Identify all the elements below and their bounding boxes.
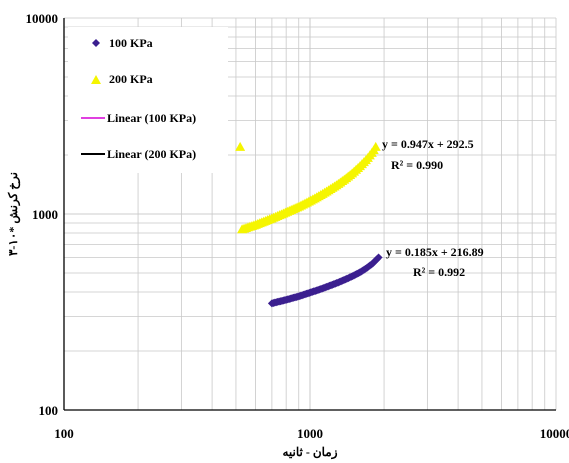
legend-background (68, 27, 228, 173)
x-tick-label-1000: 1000 (297, 426, 323, 441)
x-tick-label-10000: 10000 (540, 426, 569, 441)
ticks: 100 1000 10000 100 1000 10000 (26, 11, 569, 441)
legend-label-linear-100-kpa: Linear (100 KPa) (107, 111, 196, 125)
legend-label-100-kpa: 100 KPa (109, 36, 153, 50)
r2-100-kpa: R² = 0.992 (413, 265, 465, 279)
series-100-kpa (267, 253, 383, 308)
data-point-100-kpa (374, 253, 383, 262)
series-200-kpa (235, 141, 381, 234)
y-axis-title: نرخ کرنش *۱۰-۳ (6, 172, 21, 256)
legend-marker-100-kpa (92, 39, 100, 47)
equation-200-kpa: y = 0.947x + 292.5 (382, 137, 474, 151)
legend: 100 KPa 200 KPa Linear (100 KPa) Linear … (68, 27, 228, 173)
y-tick-label-100: 100 (39, 403, 59, 418)
x-axis-title: زمان - ثانیه (282, 445, 337, 460)
x-tick-label-100: 100 (54, 426, 74, 441)
equation-100-kpa: y = 0.185x + 216.89 (386, 245, 484, 259)
r2-200-kpa: R² = 0.990 (391, 158, 443, 172)
data-point-200-kpa (370, 141, 381, 151)
legend-label-linear-200-kpa: Linear (200 KPa) (107, 147, 196, 161)
axes (63, 18, 556, 411)
y-tick-label-1000: 1000 (32, 207, 58, 222)
legend-label-200-kpa: 200 KPa (109, 72, 153, 86)
legend-marker-200-kpa (91, 75, 101, 84)
y-tick-label-10000: 10000 (26, 11, 59, 26)
trendline-equations: y = 0.947x + 292.5 R² = 0.990 y = 0.185x… (382, 137, 484, 279)
data-point-200-kpa (235, 141, 246, 151)
